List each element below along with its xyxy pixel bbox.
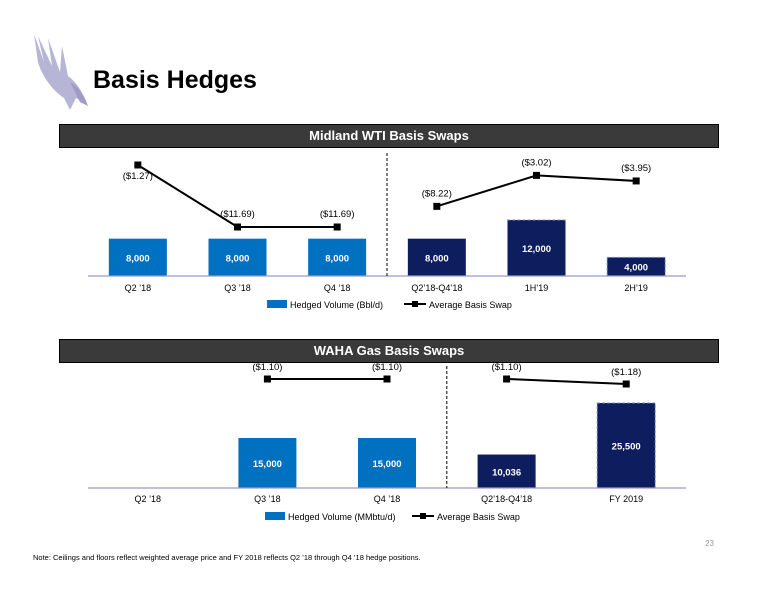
line-point-1-1	[263, 375, 271, 383]
bar-1-3	[477, 454, 536, 488]
legend-line-label-0: Average Basis Swap	[429, 300, 512, 310]
line-point-1-2	[383, 375, 391, 383]
midland-chart-header: Midland WTI Basis Swaps	[59, 124, 719, 148]
bar-0-3	[407, 238, 466, 276]
tick-label-1-4: FY 2019	[609, 494, 643, 504]
page-title: Basis Hedges	[93, 66, 257, 94]
tick-label-0-3: Q2’18-Q4’18	[411, 283, 462, 293]
line-point-1-3	[503, 375, 511, 383]
tick-label-0-4: 1H’19	[525, 283, 549, 293]
waha-chart-header: WAHA Gas Basis Swaps	[59, 339, 719, 363]
legend-bar-swatch-1	[265, 512, 285, 520]
legend-line-marker-1	[420, 513, 426, 519]
page-number: 23	[705, 539, 714, 548]
tick-label-0-5: 2H’19	[624, 283, 648, 293]
line-label-1-4: ($1.18)	[611, 367, 641, 378]
legend-line-label-1: Average Basis Swap	[437, 512, 520, 522]
line-label-0-2: ($11.69)	[320, 209, 355, 220]
bar-label-1-1: 15,000	[253, 459, 282, 470]
bar-0-0	[108, 238, 167, 276]
line-point-1-4	[622, 380, 630, 388]
line-label-0-1: ($11.69)	[220, 209, 255, 220]
bar-label-0-4: 12,000	[522, 244, 551, 255]
legend-bar-label-1: Hedged Volume (MMbtu/d)	[288, 512, 396, 522]
line-point-0-0	[134, 161, 142, 169]
tick-label-1-2: Q4 ’18	[374, 494, 401, 504]
line-point-0-4	[533, 171, 540, 179]
eagle-logo-icon	[30, 32, 90, 112]
line-segment-1-1	[506, 378, 627, 385]
line-label-0-3: ($8.22)	[422, 188, 452, 199]
bar-0-1	[208, 238, 267, 276]
tick-label-1-3: Q2’18-Q4’18	[481, 494, 532, 504]
bar-label-1-3: 10,036	[492, 467, 521, 478]
line-point-0-5	[632, 177, 640, 185]
legend-line-marker-0	[412, 301, 418, 307]
tick-label-0-2: Q4 ’18	[324, 283, 351, 293]
line-label-1-1: ($1.10)	[252, 362, 282, 373]
line-label-1-3: ($1.10)	[492, 362, 522, 373]
bar-1-2	[358, 438, 416, 488]
line-label-0-4: ($3.02)	[521, 157, 551, 168]
bar-label-0-1: 8,000	[226, 253, 250, 264]
legend-bar-swatch-0	[267, 300, 287, 308]
bar-label-1-4: 25,500	[612, 442, 641, 453]
tick-label-0-0: Q2 ’18	[125, 283, 152, 293]
bar-label-0-5: 4,000	[624, 263, 648, 274]
tick-label-1-1: Q3 ’18	[254, 494, 281, 504]
bar-label-0-3: 8,000	[425, 253, 449, 264]
waha-gas-basis-chart: 15,000 15,000 10,036 25,500 Q2 ’18 Q3 ’18 Q4 ’…	[88, 362, 686, 522]
line-point-0-2	[333, 223, 341, 231]
tick-label-1-0: Q2 ’18	[135, 494, 162, 504]
tick-label-0-1: Q3 ’18	[224, 283, 251, 293]
bar-label-1-2: 15,000	[372, 459, 401, 470]
bar-label-0-0: 8,000	[126, 253, 150, 264]
line-label-0-0: ($1.27)	[123, 171, 153, 182]
line-label-0-5: ($3.95)	[621, 163, 651, 174]
bar-1-1	[238, 438, 297, 488]
line-label-1-2: ($1.10)	[372, 362, 402, 373]
bar-label-0-2: 8,000	[325, 253, 349, 264]
line-segment-0-1	[436, 174, 637, 208]
line-point-0-3	[433, 202, 441, 210]
legend-bar-label-0: Hedged Volume (Bbl/d)	[290, 300, 383, 310]
bar-0-2	[308, 238, 367, 276]
footnote: Note: Ceilings and floors reflect weight…	[33, 553, 421, 562]
midland-wti-basis-chart: 8,000 8,000 8,000 8,000 12,000 4,000 Q2 ’18 Q3 …	[88, 153, 686, 310]
line-point-0-1	[234, 223, 241, 231]
